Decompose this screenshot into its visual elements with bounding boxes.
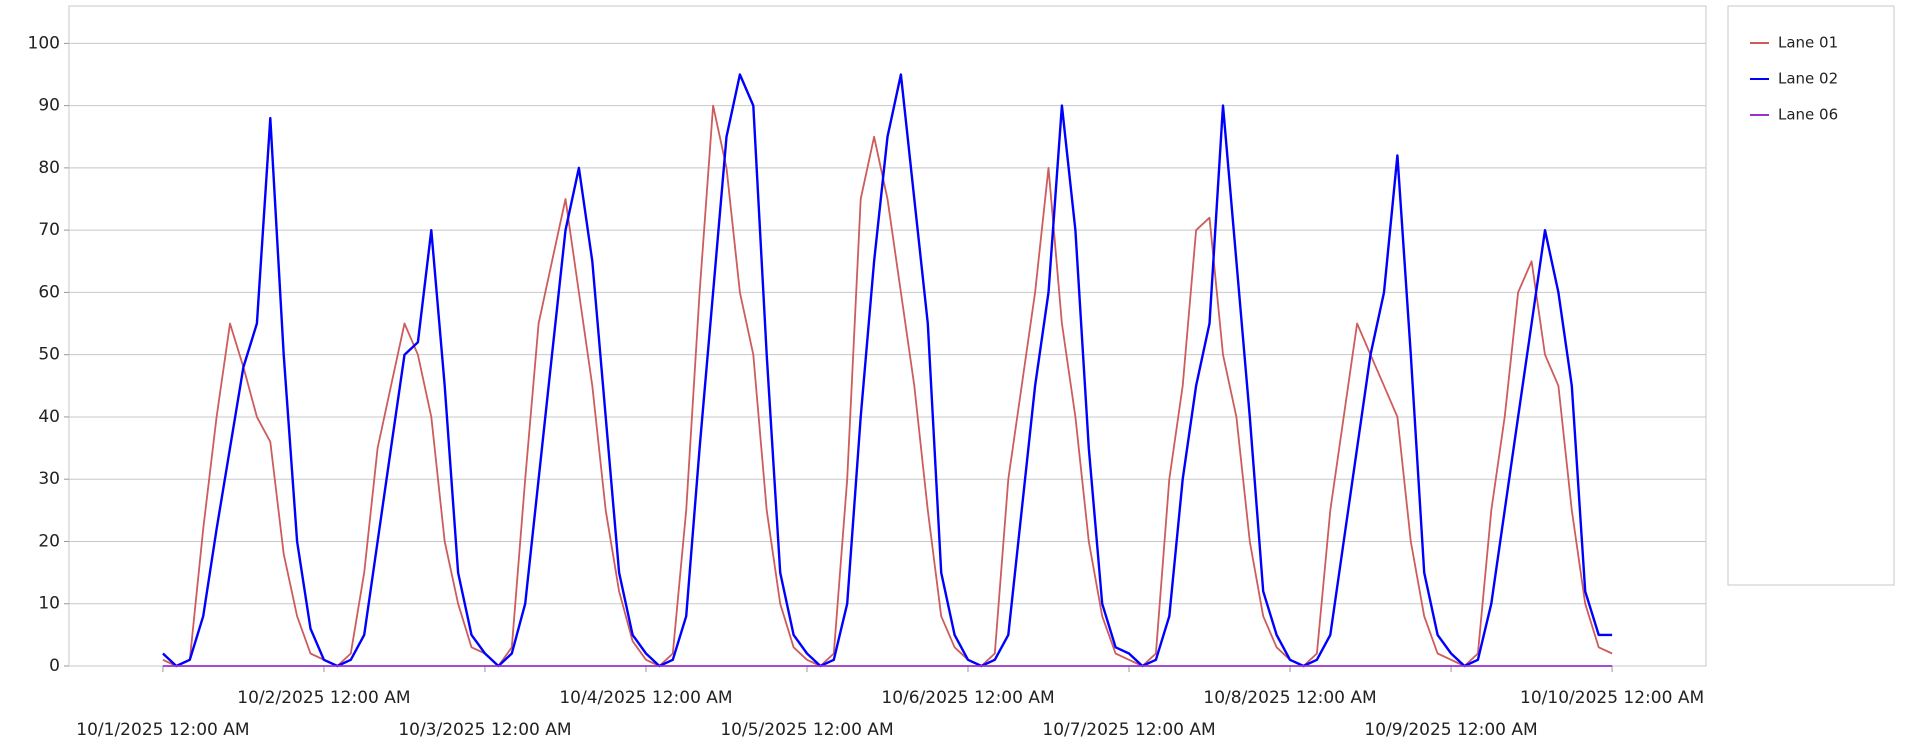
y-tick-label: 40: [38, 407, 60, 427]
x-tick-label: 10/2/2025 12:00 AM: [237, 688, 410, 708]
y-tick-label: 100: [28, 33, 60, 53]
y-tick-label: 50: [38, 345, 60, 365]
y-tick-label: 20: [38, 531, 60, 551]
y-tick-label: 70: [38, 220, 60, 240]
x-tick-label: 10/10/2025 12:00 AM: [1520, 688, 1704, 708]
y-tick-label: 90: [38, 96, 60, 116]
legend-label: Lane 02: [1778, 70, 1838, 88]
x-tick-label: 10/6/2025 12:00 AM: [881, 688, 1054, 708]
legend-box: [1727, 5, 1895, 586]
x-tick-label: 10/4/2025 12:00 AM: [559, 688, 732, 708]
plot-area: [68, 5, 1707, 667]
y-tick-label: 30: [38, 469, 60, 489]
y-tick-label: 80: [38, 158, 60, 178]
y-tick-label: 0: [49, 656, 60, 676]
y-tick-label: 10: [38, 594, 60, 614]
x-tick-label: 10/7/2025 12:00 AM: [1042, 720, 1215, 740]
x-tick-label: 10/8/2025 12:00 AM: [1203, 688, 1376, 708]
legend-label: Lane 06: [1778, 106, 1838, 124]
x-tick-label: 10/3/2025 12:00 AM: [398, 720, 571, 740]
legend: Lane 01 Lane 02 Lane 06: [1750, 34, 1838, 124]
x-tick-label: 10/9/2025 12:00 AM: [1364, 720, 1537, 740]
y-tick-label: 60: [38, 282, 60, 302]
legend-label: Lane 01: [1778, 34, 1838, 52]
x-tick-label: 10/5/2025 12:00 AM: [720, 720, 893, 740]
x-tick-label: 10/1/2025 12:00 AM: [76, 720, 249, 740]
series-line: [162, 73, 1613, 668]
